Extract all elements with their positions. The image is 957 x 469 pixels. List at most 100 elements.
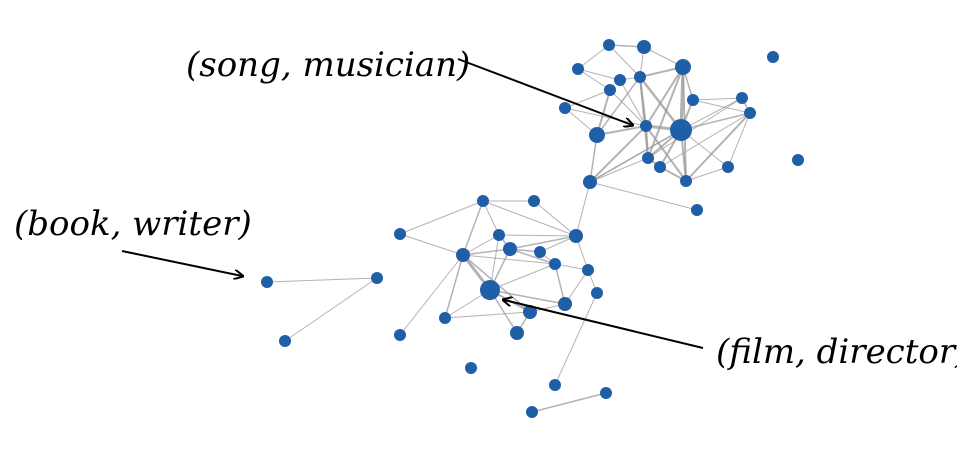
graph-edge bbox=[692, 97, 743, 101]
graph-edge bbox=[692, 99, 751, 114]
graph-node bbox=[642, 152, 654, 164]
graph-edge bbox=[619, 79, 647, 127]
graph-node bbox=[549, 258, 561, 270]
graph-node bbox=[456, 248, 470, 262]
graph-edge bbox=[444, 311, 531, 319]
graph-node bbox=[722, 161, 734, 173]
graph-edge bbox=[727, 112, 751, 168]
graph-edge bbox=[554, 292, 598, 386]
graph-edge bbox=[680, 97, 743, 131]
graph-node bbox=[480, 280, 500, 300]
graph-node bbox=[559, 102, 571, 114]
graph-edge bbox=[482, 200, 577, 237]
graph-node bbox=[675, 59, 691, 75]
graph-node bbox=[614, 74, 626, 86]
graph-edge bbox=[589, 129, 682, 183]
graph-node bbox=[279, 335, 291, 347]
graph-edge bbox=[489, 263, 556, 291]
graph-edge bbox=[589, 157, 649, 183]
arrow-layer bbox=[121, 58, 704, 349]
graph-node bbox=[528, 195, 540, 207]
graph-edge bbox=[608, 44, 641, 78]
graph-edge bbox=[577, 68, 621, 81]
graph-node bbox=[394, 228, 406, 240]
graph-node bbox=[583, 175, 597, 189]
graph-node bbox=[603, 39, 615, 51]
graph-node bbox=[680, 175, 692, 187]
graph-node bbox=[493, 229, 505, 241]
graph-node bbox=[604, 84, 616, 96]
annotation-film-director: (film, director) bbox=[716, 332, 957, 372]
graph-edge bbox=[596, 125, 647, 136]
graph-node bbox=[534, 246, 546, 258]
graph-edge bbox=[399, 233, 464, 256]
graph-node bbox=[767, 51, 779, 63]
graph-edge bbox=[589, 125, 647, 183]
graph-edge bbox=[498, 234, 577, 237]
graph-node bbox=[510, 326, 524, 340]
graph-node bbox=[526, 406, 538, 418]
graph-node bbox=[637, 40, 651, 54]
graph-edge bbox=[462, 254, 556, 265]
arrow-film-director bbox=[504, 300, 704, 349]
graph-edge bbox=[462, 248, 511, 256]
graph-edge bbox=[489, 289, 566, 305]
graph-node bbox=[670, 119, 692, 141]
graph-node bbox=[654, 161, 666, 173]
edge-layer bbox=[266, 44, 751, 413]
graph-node bbox=[572, 63, 584, 75]
graph-edge bbox=[533, 200, 577, 237]
graph-edge bbox=[509, 248, 556, 265]
graph-node bbox=[640, 120, 652, 132]
graph-edge bbox=[399, 200, 484, 235]
annotation-book-writer: (book, writer) bbox=[14, 204, 252, 244]
graph-edge bbox=[577, 44, 610, 70]
graph-node bbox=[744, 107, 756, 119]
graph-node bbox=[589, 127, 605, 143]
graph-edge bbox=[596, 76, 641, 136]
graph-node bbox=[261, 276, 273, 288]
graph-node bbox=[549, 379, 561, 391]
graph-node bbox=[465, 362, 477, 374]
graph-node bbox=[558, 297, 572, 311]
graph-node bbox=[634, 71, 646, 83]
graph-node bbox=[792, 154, 804, 166]
annotation-song-musician: (song, musician) bbox=[186, 45, 471, 85]
graph-node bbox=[687, 94, 699, 106]
graph-edge bbox=[444, 254, 464, 319]
graph-edge bbox=[647, 97, 743, 159]
graph-node bbox=[371, 272, 383, 284]
graph-edge bbox=[531, 392, 607, 413]
graph-edge bbox=[685, 112, 751, 182]
graph-edge bbox=[577, 68, 611, 91]
arrow-book-writer bbox=[121, 250, 242, 276]
graph-edge bbox=[589, 181, 698, 211]
graph-node bbox=[582, 264, 594, 276]
graph-edge bbox=[659, 112, 751, 168]
graph-edge bbox=[399, 254, 464, 336]
graph-edge bbox=[680, 112, 751, 131]
graph-edge bbox=[685, 166, 729, 182]
graph-node bbox=[691, 204, 703, 216]
graph-edge bbox=[564, 89, 611, 109]
graph-node bbox=[477, 195, 489, 207]
graph-edge bbox=[647, 66, 684, 159]
graph-edge bbox=[575, 181, 591, 237]
graph-edge bbox=[645, 125, 687, 182]
graph-node bbox=[591, 287, 603, 299]
graph-edge bbox=[284, 277, 378, 342]
graph-edge bbox=[645, 66, 684, 127]
graph-edge bbox=[509, 235, 577, 250]
graph-node bbox=[439, 312, 451, 324]
arrow-song-musician bbox=[457, 58, 632, 125]
graph-node bbox=[569, 229, 583, 243]
graph-node bbox=[600, 387, 612, 399]
graph-edge bbox=[462, 200, 484, 256]
graph-edge bbox=[482, 200, 500, 236]
graph-node bbox=[394, 329, 406, 341]
graph-edge bbox=[266, 277, 378, 283]
graph-node bbox=[503, 242, 517, 256]
graph-edge bbox=[609, 89, 647, 127]
